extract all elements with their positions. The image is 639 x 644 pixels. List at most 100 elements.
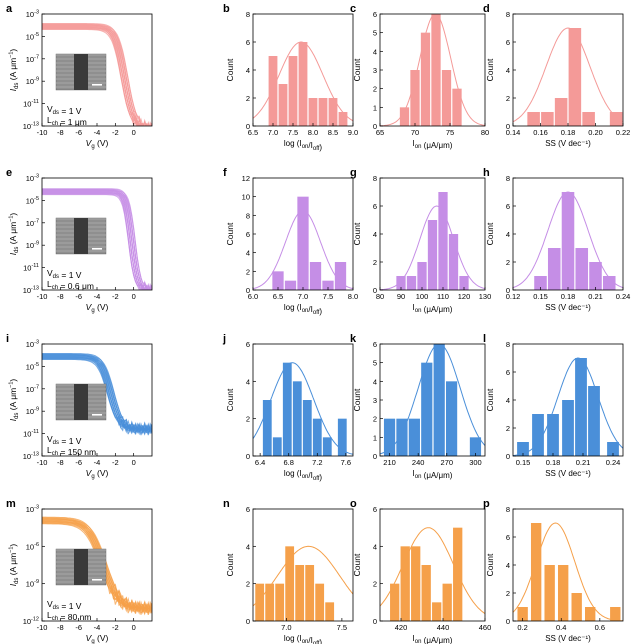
histogram-bar (318, 98, 328, 126)
x-axis-label: log (Ion/Ioff) (284, 469, 323, 482)
y-tick-label: 2 (373, 85, 377, 94)
sem-channel (74, 549, 88, 585)
x-tick-label: 130 (479, 292, 492, 301)
sem-inset-image (55, 53, 107, 91)
y-axis-label: Count (225, 58, 235, 81)
histogram-bar (561, 192, 575, 290)
x-tick-label: 210 (383, 458, 396, 467)
panel-letter: j (222, 333, 226, 345)
transfer-curves (42, 23, 152, 126)
y-tick-label: 8 (506, 340, 510, 349)
gaussian-fit-line (253, 210, 353, 290)
x-tick-label: 0 (132, 458, 136, 467)
y-axis-label: Count (352, 553, 362, 576)
x-tick-label: 0 (132, 292, 136, 301)
y-tick-label: 12 (242, 174, 250, 183)
histogram-bar (432, 602, 442, 621)
y-axis-label: Count (352, 58, 362, 81)
x-tick-label: 6.4 (255, 458, 265, 467)
y-tick-label: 3 (373, 396, 377, 405)
panel-letter: d (483, 3, 490, 15)
panel-letter: l (483, 333, 486, 345)
x-tick-label: 0.15 (516, 458, 531, 467)
x-axis-label: SS (V dec⁻¹) (545, 634, 591, 643)
x-tick-label: 8.5 (328, 128, 338, 137)
y-tick-label: 10-9 (26, 77, 39, 87)
histogram-bar (562, 400, 574, 456)
x-tick-label: 75 (446, 128, 454, 137)
annotation-line: Vds = 1 V (47, 268, 82, 280)
y-axis-label: Ids (A μm−1) (8, 379, 20, 422)
transfer-curve (42, 23, 150, 126)
histogram-bar (308, 98, 318, 126)
y-tick-label: 4 (506, 561, 510, 570)
x-axis-label: SS (V dec⁻¹) (545, 139, 591, 148)
histogram-bar (420, 32, 431, 126)
transfer-panel-e: e 10-3 10-5 10-7 10-9 10-11 10-13-10 -8 -6 -4 -2 0 V… (6, 167, 153, 314)
y-axis-label: Count (485, 553, 495, 576)
y-tick-label: 4 (246, 249, 250, 258)
transfer-curves (42, 188, 152, 290)
x-tick-label: 0.2 (517, 623, 527, 632)
y-axis-label: Count (225, 222, 235, 245)
sem-channel (74, 384, 88, 420)
y-tick-label: 0 (373, 122, 377, 131)
y-tick-label: 10-11 (23, 263, 39, 273)
y-tick-label: 6 (373, 340, 377, 349)
histogram-bar (532, 414, 544, 456)
y-tick-label: 0 (373, 452, 377, 461)
histogram-panel-p: p 0 2 4 6 8 0.2 0.4 0.6 Count SS (V dec⁻¹) (483, 498, 624, 643)
histogram-bar (302, 400, 312, 456)
transfer-panel-m: m 10-3 10-6 10-9 10-12-10 -8 -6 -4 -2 0 Vg (V) Ids … (6, 498, 153, 644)
x-axis-label: Vg (V) (86, 633, 109, 644)
y-tick-label: 10-11 (23, 429, 39, 439)
y-tick-label: 0 (246, 122, 250, 131)
annotation-line: Lch = 80 nm (47, 610, 91, 622)
x-tick-label: 110 (437, 292, 449, 301)
y-tick-label: 10-13 (23, 122, 39, 132)
plot-frame (252, 508, 354, 622)
histogram-bar (582, 112, 595, 126)
histogram-bar (268, 56, 278, 126)
histogram-bar (452, 88, 462, 126)
y-tick-label: 6 (506, 202, 510, 211)
y-tick-label: 6 (506, 533, 510, 542)
y-tick-label: 2 (506, 258, 510, 267)
y-tick-label: 6 (246, 230, 250, 239)
histogram-bar (469, 437, 482, 456)
sem-inset-image (55, 548, 107, 586)
y-tick-label: 10-11 (23, 99, 39, 109)
x-tick-label: 0.4 (556, 623, 566, 632)
y-tick-label: 10-5 (26, 196, 39, 206)
sem-inset-image (55, 217, 107, 255)
y-tick-label: 1 (373, 103, 377, 112)
y-tick-label: 10-7 (26, 384, 39, 394)
histogram-bar (585, 607, 596, 621)
histogram-bar (517, 442, 529, 456)
histogram-bar (547, 248, 561, 290)
histogram-bar (609, 112, 623, 126)
histogram-bar (262, 400, 272, 456)
y-tick-label: 2 (246, 267, 250, 276)
y-tick-label: 4 (246, 542, 250, 551)
transfer-curve (42, 516, 152, 616)
x-tick-label: -10 (37, 623, 48, 632)
histogram-bar (292, 381, 302, 456)
x-tick-label: 300 (469, 458, 482, 467)
y-axis-label: Ids (A μm−1) (8, 49, 20, 92)
x-tick-label: 7.5 (288, 128, 298, 137)
histogram-bar (272, 271, 284, 290)
x-tick-label: 6.0 (248, 292, 258, 301)
histogram-bar (396, 418, 408, 456)
x-axis-label: SS (V dec⁻¹) (545, 469, 591, 478)
histogram-bar (265, 583, 275, 621)
sem-scale-bar (92, 248, 102, 250)
histogram-bar (602, 276, 616, 290)
histogram-bar (433, 344, 445, 456)
histogram-panel-l: l 0 2 4 6 8 0.15 0.18 0.21 0.24 Count SS (V dec⁻¹) (483, 333, 624, 478)
y-tick-label: 10-13 (23, 286, 39, 296)
y-tick-label: 10-6 (26, 542, 39, 552)
y-tick-label: 2 (506, 589, 510, 598)
x-tick-label: -2 (112, 128, 119, 137)
